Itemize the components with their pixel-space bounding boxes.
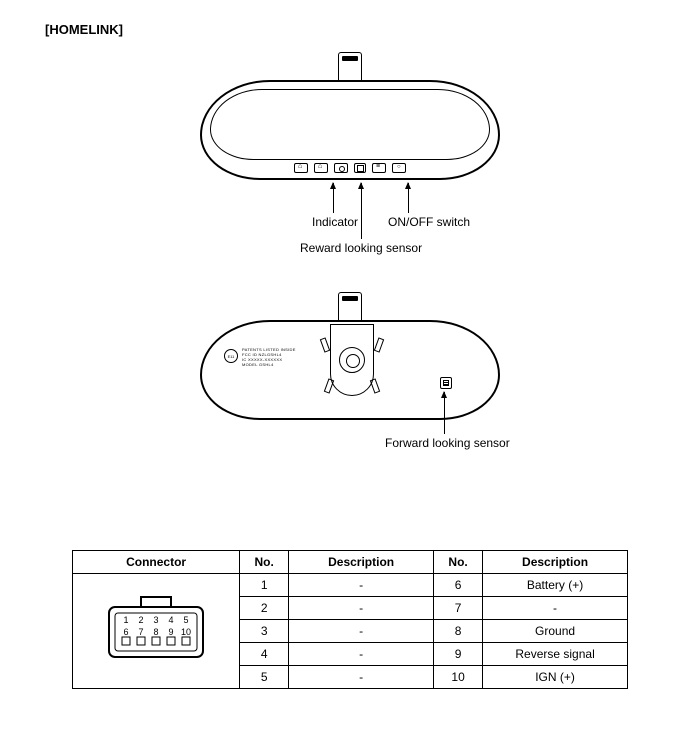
cell-no-l: 1 (240, 574, 289, 597)
cert-mark-icon: E11 (224, 349, 238, 363)
table-row: 1 2 3 4 5 6 7 8 9 10 (73, 574, 628, 597)
label-fwd-sensor: Forward looking sensor (385, 436, 510, 450)
svg-text:8: 8 (154, 627, 159, 637)
svg-text:3: 3 (154, 615, 159, 625)
label-indicator: Indicator (312, 215, 358, 229)
arrow-rear-sensor (361, 183, 362, 239)
cell-no-l: 4 (240, 643, 289, 666)
cell-desc-l: - (289, 620, 434, 643)
cell-desc-r: Battery (+) (483, 574, 628, 597)
cell-desc-l: - (289, 597, 434, 620)
indicator-led-icon (334, 163, 348, 173)
homelink-button-3-icon (372, 163, 386, 173)
col-connector: Connector (73, 551, 240, 574)
forward-sensor-icon (440, 377, 452, 389)
label-onoff: ON/OFF switch (388, 215, 470, 229)
arrow-indicator (333, 183, 334, 213)
page-title: [HOMELINK] (45, 22, 123, 37)
connector-table: Connector No. Description No. Descriptio… (72, 550, 628, 689)
mirror-back-view: E11 PATENTS LISTED INSIDEFCC ID NZLGSHL4… (200, 320, 500, 425)
cell-no-r: 10 (434, 666, 483, 689)
connector-icon: 1 2 3 4 5 6 7 8 9 10 (97, 587, 215, 673)
cell-desc-r: Ground (483, 620, 628, 643)
cell-no-r: 6 (434, 574, 483, 597)
svg-text:4: 4 (169, 615, 174, 625)
svg-text:1: 1 (124, 615, 129, 625)
mirror-ball-joint-icon (339, 347, 365, 373)
cell-desc-l: - (289, 574, 434, 597)
connector-table-body: 1 2 3 4 5 6 7 8 9 10 (73, 574, 628, 689)
cell-no-r: 7 (434, 597, 483, 620)
cell-no-l: 5 (240, 666, 289, 689)
mirror-button-row (294, 163, 406, 173)
svg-text:7: 7 (139, 627, 144, 637)
cert-text: PATENTS LISTED INSIDEFCC ID NZLGSHL4IC X… (242, 347, 296, 367)
col-desc-left: Description (289, 551, 434, 574)
svg-text:2: 2 (139, 615, 144, 625)
mirror-glass (210, 89, 490, 160)
svg-text:5: 5 (184, 615, 189, 625)
rear-sensor-icon (354, 163, 366, 173)
connector-diagram-cell: 1 2 3 4 5 6 7 8 9 10 (73, 574, 240, 689)
cell-no-l: 2 (240, 597, 289, 620)
onoff-switch-icon (392, 163, 406, 173)
col-no-left: No. (240, 551, 289, 574)
cell-desc-r: - (483, 597, 628, 620)
svg-text:10: 10 (181, 627, 191, 637)
cell-desc-r: IGN (+) (483, 666, 628, 689)
svg-text:6: 6 (124, 627, 129, 637)
homelink-button-1-icon (294, 163, 308, 173)
mirror-back-outline: E11 PATENTS LISTED INSIDEFCC ID NZLGSHL4… (200, 320, 500, 420)
connector-table-section: Connector No. Description No. Descriptio… (72, 550, 628, 689)
mirror-front-view (200, 80, 500, 185)
cell-desc-l: - (289, 643, 434, 666)
page: [HOMELINK] Indicator Reward looking sens… (0, 0, 700, 753)
col-no-right: No. (434, 551, 483, 574)
homelink-button-2-icon (314, 163, 328, 173)
cell-desc-l: - (289, 666, 434, 689)
cell-desc-r: Reverse signal (483, 643, 628, 666)
label-rear-sensor: Reward looking sensor (300, 241, 422, 255)
mirror-outline (200, 80, 500, 180)
arrow-fwd-sensor (444, 392, 445, 434)
arrow-onoff (408, 183, 409, 213)
col-desc-right: Description (483, 551, 628, 574)
cell-no-r: 8 (434, 620, 483, 643)
cell-no-l: 3 (240, 620, 289, 643)
mirror-mount-icon (338, 52, 362, 82)
svg-text:9: 9 (169, 627, 174, 637)
cell-no-r: 9 (434, 643, 483, 666)
mirror-mount-back-icon (338, 292, 362, 322)
